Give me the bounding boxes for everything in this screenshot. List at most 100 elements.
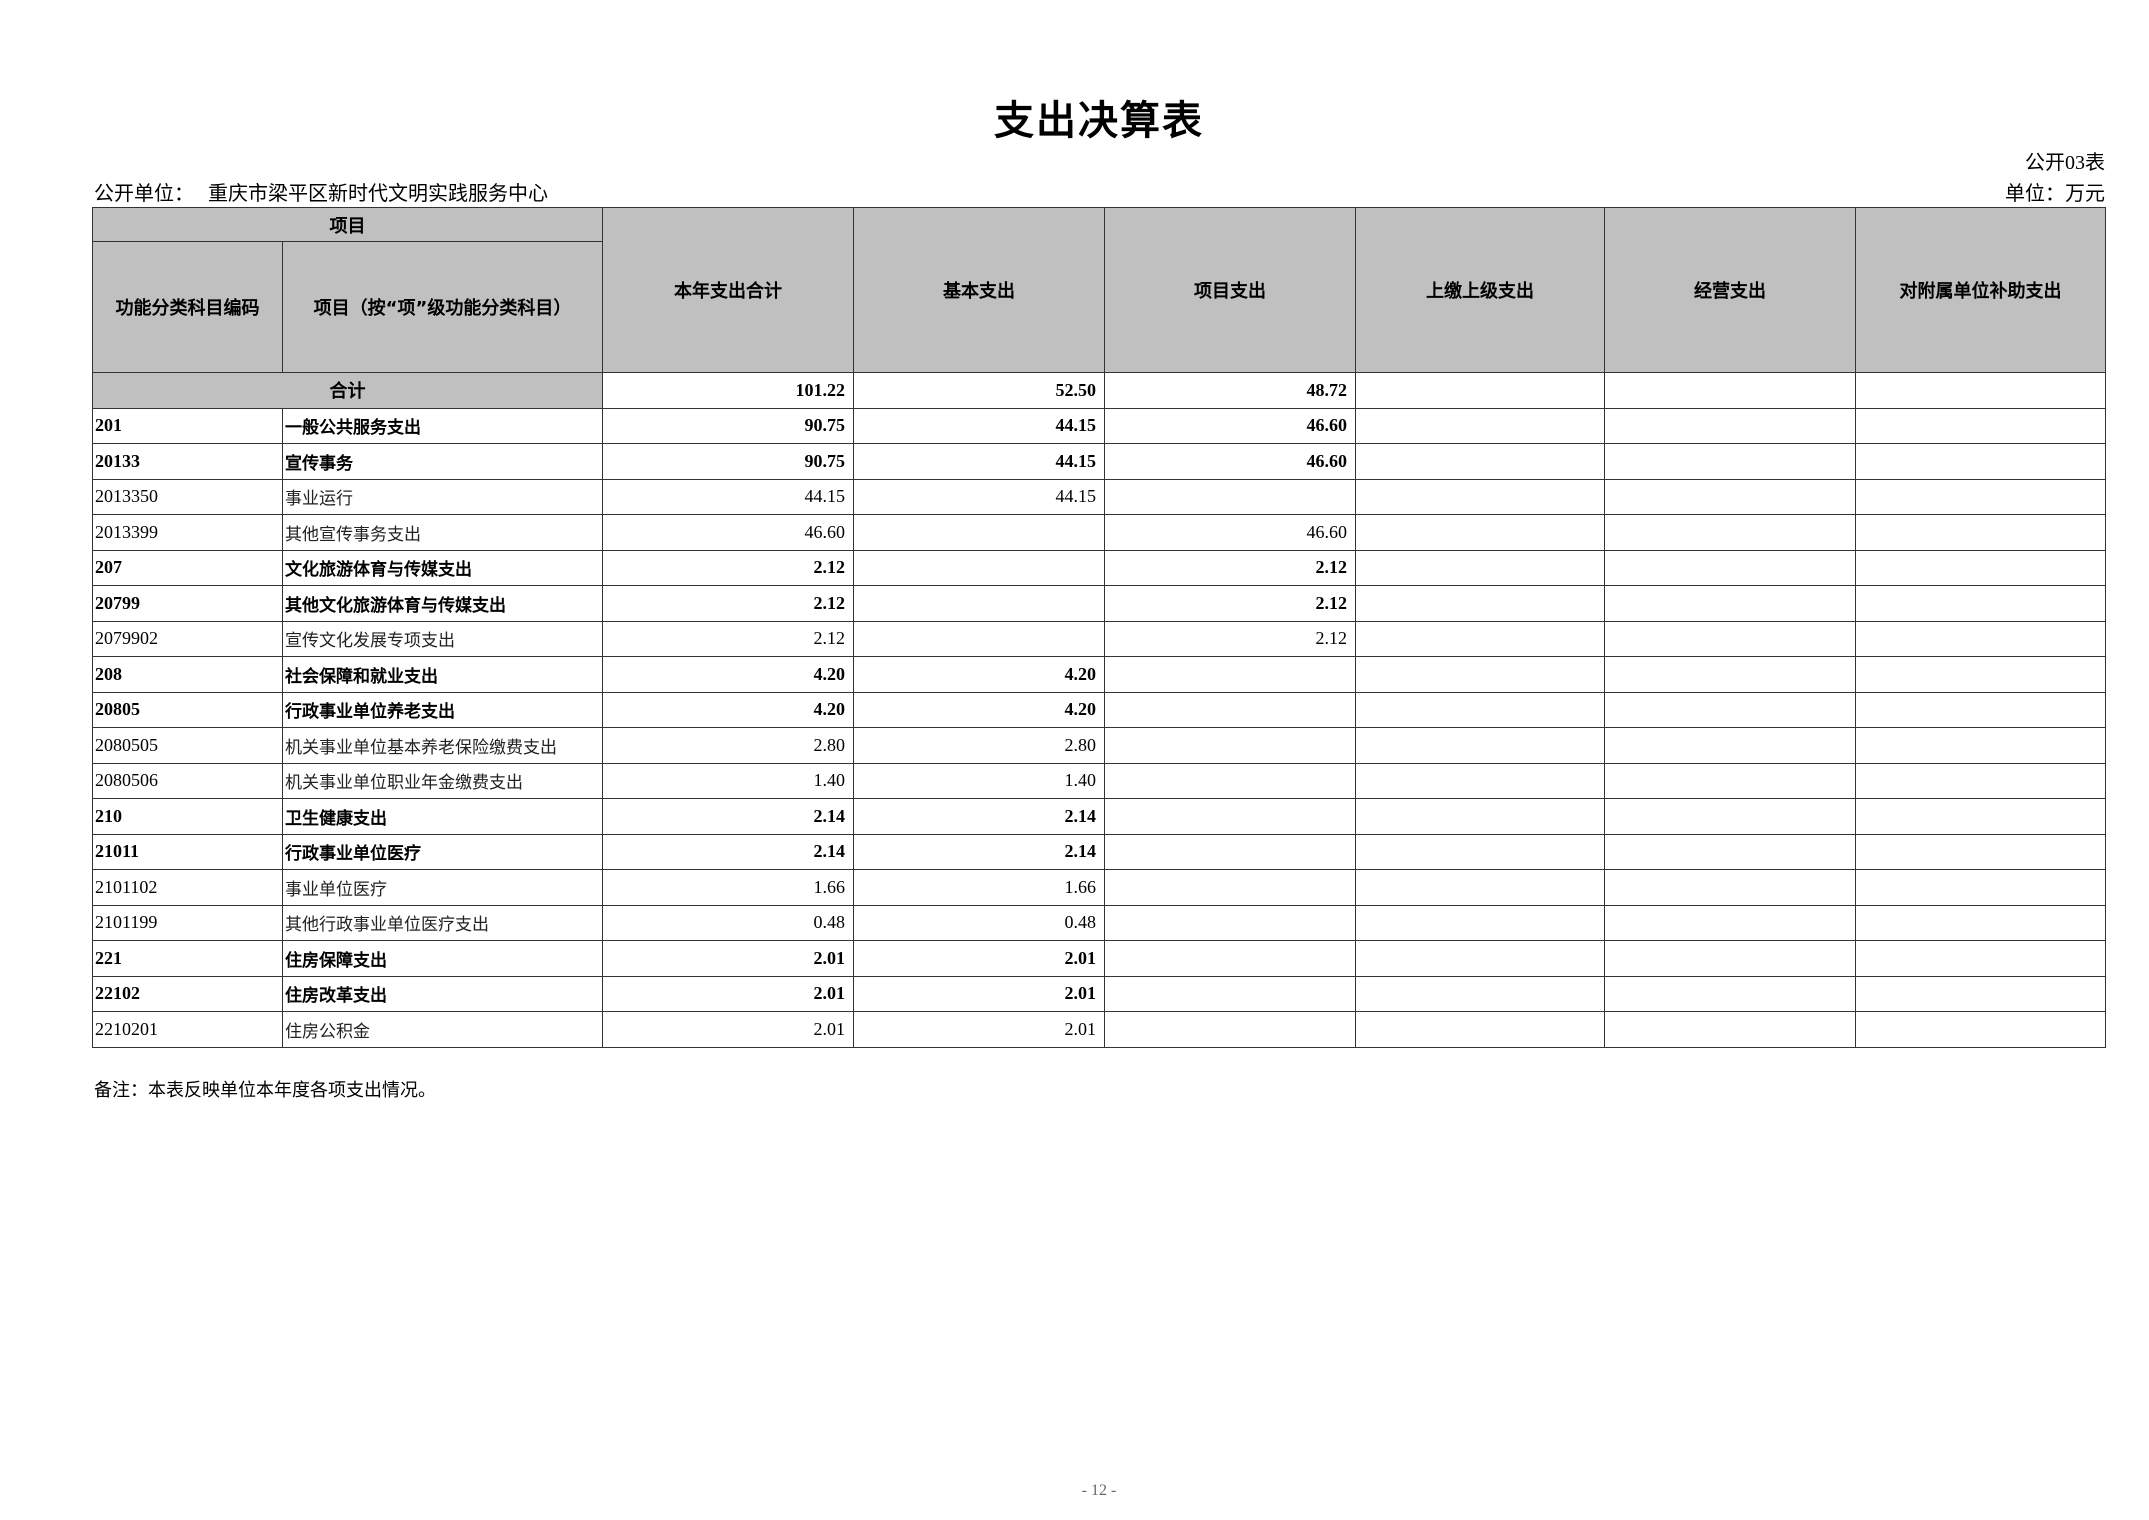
row-value — [1104, 833, 1356, 870]
row-code: 2101199 — [92, 904, 283, 941]
reporting-unit-name: 重庆市梁平区新时代文明实践服务中心 — [208, 183, 548, 205]
table-number: 公开03表 — [2025, 152, 2105, 174]
row-value — [1855, 762, 2106, 799]
row-value — [1104, 940, 1356, 977]
row-name: 住房保障支出 — [282, 940, 603, 977]
row-value: 44.15 — [853, 443, 1105, 480]
table-row: 2079902 宣传文化发展专项支出 2.12 2.12 — [92, 620, 2106, 657]
row-value — [1604, 443, 1856, 480]
row-name: 机关事业单位职业年金缴费支出 — [282, 762, 603, 799]
row-value — [1355, 869, 1605, 906]
row-name: 宣传文化发展专项支出 — [282, 620, 603, 657]
row-code: 20799 — [92, 585, 283, 622]
row-value — [1355, 620, 1605, 657]
row-value — [1604, 762, 1856, 799]
row-name: 其他行政事业单位医疗支出 — [282, 904, 603, 941]
row-value — [1355, 1011, 1605, 1048]
row-code: 208 — [92, 656, 283, 693]
row-value — [1355, 727, 1605, 764]
row-value — [1604, 1011, 1856, 1048]
row-value — [1104, 691, 1356, 728]
row-value — [1104, 478, 1356, 515]
table-row: 201 一般公共服务支出 90.75 44.15 46.60 — [92, 407, 2106, 444]
row-code: 2013399 — [92, 514, 283, 551]
row-value: 2.14 — [853, 798, 1105, 835]
table-row: 221 住房保障支出 2.01 2.01 — [92, 940, 2106, 977]
row-name: 其他宣传事务支出 — [282, 514, 603, 551]
header-col: 本年支出合计 — [602, 207, 854, 373]
row-code: 2101102 — [92, 869, 283, 906]
row-value — [1104, 762, 1356, 799]
row-value — [1604, 798, 1856, 835]
row-name: 住房改革支出 — [282, 975, 603, 1012]
table-row: 2101102 事业单位医疗 1.66 1.66 — [92, 869, 2106, 906]
row-name: 住房公积金 — [282, 1011, 603, 1048]
total-value — [1604, 372, 1856, 409]
row-code: 2080506 — [92, 762, 283, 799]
row-value — [853, 585, 1105, 622]
row-value — [1355, 833, 1605, 870]
row-value: 2.01 — [853, 1011, 1105, 1048]
row-value — [1355, 514, 1605, 551]
total-label: 合计 — [92, 372, 603, 409]
row-value: 90.75 — [602, 443, 854, 480]
row-value: 1.66 — [602, 869, 854, 906]
page-title: 支出决算表 — [994, 98, 1204, 144]
row-value: 2.80 — [602, 727, 854, 764]
row-value: 44.15 — [853, 407, 1105, 444]
row-value — [1104, 798, 1356, 835]
row-value — [1604, 975, 1856, 1012]
row-name: 一般公共服务支出 — [282, 407, 603, 444]
row-value — [1604, 585, 1856, 622]
row-code: 22102 — [92, 975, 283, 1012]
table-row: 20133 宣传事务 90.75 44.15 46.60 — [92, 443, 2106, 480]
row-value: 46.60 — [1104, 514, 1356, 551]
row-value — [1604, 833, 1856, 870]
row-value — [1604, 904, 1856, 941]
row-value — [1355, 762, 1605, 799]
row-value — [1104, 869, 1356, 906]
table-row: 2210201 住房公积金 2.01 2.01 — [92, 1011, 2106, 1048]
row-value — [1355, 691, 1605, 728]
row-code: 207 — [92, 549, 283, 586]
row-value — [1855, 407, 2106, 444]
row-value — [1604, 407, 1856, 444]
row-value — [1355, 940, 1605, 977]
row-value: 1.40 — [602, 762, 854, 799]
row-value — [1855, 727, 2106, 764]
currency-unit: 单位：万元 — [2005, 183, 2105, 205]
table-row: 208 社会保障和就业支出 4.20 4.20 — [92, 656, 2106, 693]
row-value: 44.15 — [853, 478, 1105, 515]
row-value — [1855, 1011, 2106, 1048]
row-value — [1355, 585, 1605, 622]
row-value — [1604, 549, 1856, 586]
row-value — [1855, 833, 2106, 870]
table-row: 2013350 事业运行 44.15 44.15 — [92, 478, 2106, 515]
row-value — [1855, 940, 2106, 977]
row-code: 2013350 — [92, 478, 283, 515]
row-value — [1855, 904, 2106, 941]
header-name: 项目（按“项”级功能分类科目） — [282, 241, 603, 373]
row-value — [1104, 904, 1356, 941]
row-value: 2.01 — [602, 940, 854, 977]
table-row: 2080506 机关事业单位职业年金缴费支出 1.40 1.40 — [92, 762, 2106, 799]
total-value: 101.22 — [602, 372, 854, 409]
row-code: 201 — [92, 407, 283, 444]
row-value: 0.48 — [853, 904, 1105, 941]
row-name: 机关事业单位基本养老保险缴费支出 — [282, 727, 603, 764]
row-value: 2.12 — [1104, 585, 1356, 622]
row-value — [1855, 443, 2106, 480]
row-value: 2.12 — [1104, 620, 1356, 657]
row-value: 2.12 — [1104, 549, 1356, 586]
row-value — [1855, 975, 2106, 1012]
row-value — [1855, 656, 2106, 693]
row-value — [1104, 727, 1356, 764]
row-value — [1355, 904, 1605, 941]
row-value: 2.14 — [853, 833, 1105, 870]
row-value — [1355, 798, 1605, 835]
total-value — [1355, 372, 1605, 409]
row-code: 20133 — [92, 443, 283, 480]
row-value — [1604, 727, 1856, 764]
row-value — [1855, 691, 2106, 728]
header-col: 上缴上级支出 — [1355, 207, 1605, 373]
